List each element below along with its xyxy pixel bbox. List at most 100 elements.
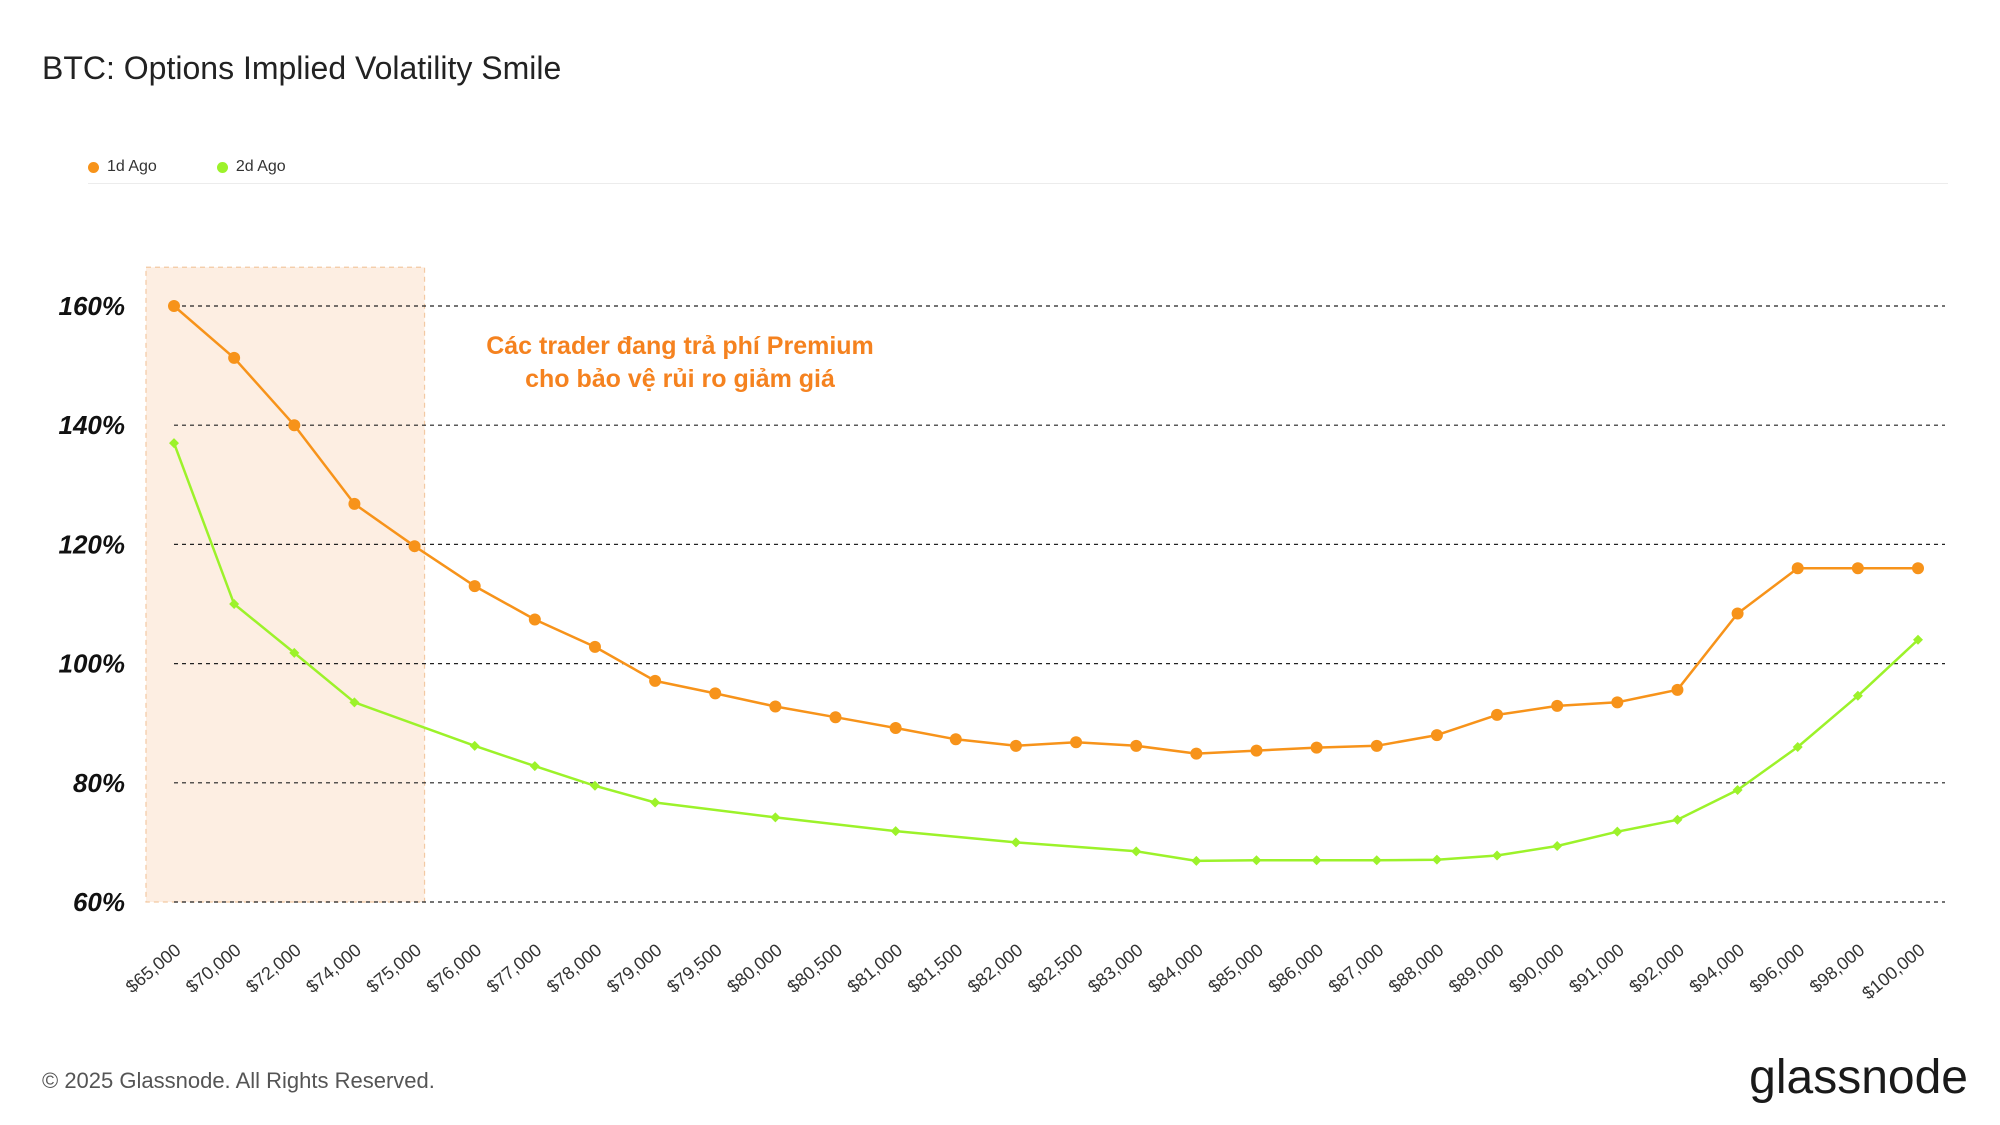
x-tick-label: $82,500 bbox=[1024, 940, 1087, 997]
data-point-1d-ago[interactable] bbox=[1190, 747, 1203, 760]
x-tick-label: $65,000 bbox=[122, 940, 185, 997]
x-tick-label: $70,000 bbox=[182, 940, 245, 997]
x-tick-label: $85,000 bbox=[1204, 940, 1267, 997]
y-tick-label: 140% bbox=[59, 410, 126, 440]
data-point-1d-ago[interactable] bbox=[1912, 562, 1924, 575]
y-tick-label: 120% bbox=[59, 529, 126, 559]
data-point-1d-ago[interactable] bbox=[709, 687, 722, 700]
data-point-1d-ago[interactable] bbox=[1310, 741, 1323, 754]
data-point-2d-ago[interactable] bbox=[1131, 846, 1142, 857]
y-tick-label: 160% bbox=[59, 291, 126, 321]
x-tick-label: $89,000 bbox=[1445, 940, 1508, 997]
annotation-text: Các trader đang trả phí Premium cho bảo … bbox=[440, 330, 920, 396]
data-point-1d-ago[interactable] bbox=[649, 674, 662, 687]
legend-divider bbox=[88, 183, 1948, 184]
legend-item-2d-ago[interactable]: 2d Ago bbox=[216, 158, 286, 176]
data-point-2d-ago[interactable] bbox=[1371, 855, 1382, 866]
x-tick-label: $91,000 bbox=[1565, 940, 1628, 997]
data-point-2d-ago[interactable] bbox=[1010, 837, 1021, 848]
x-tick-label: $81,000 bbox=[844, 940, 907, 997]
data-point-2d-ago[interactable] bbox=[289, 647, 300, 658]
glassnode-logo: glassnode bbox=[1749, 1051, 1968, 1104]
data-point-1d-ago[interactable] bbox=[228, 351, 241, 364]
legend-dot-icon bbox=[88, 161, 99, 173]
x-tick-label: $76,000 bbox=[423, 940, 486, 997]
data-point-2d-ago[interactable] bbox=[1311, 855, 1322, 866]
data-point-1d-ago[interactable] bbox=[1551, 699, 1564, 712]
x-tick-label: $78,000 bbox=[543, 940, 606, 997]
annotation-line-2: cho bảo vệ rủi ro giảm giá bbox=[525, 365, 835, 393]
data-point-2d-ago[interactable] bbox=[349, 697, 360, 708]
legend: 1d Ago 2d Ago bbox=[88, 158, 346, 176]
x-tick-label: $88,000 bbox=[1385, 940, 1448, 997]
data-point-2d-ago[interactable] bbox=[1672, 814, 1683, 825]
x-tick-label: $92,000 bbox=[1625, 940, 1688, 997]
x-tick-label: $75,000 bbox=[362, 940, 425, 997]
data-point-2d-ago[interactable] bbox=[469, 740, 480, 751]
data-point-2d-ago[interactable] bbox=[1552, 840, 1563, 851]
data-point-2d-ago[interactable] bbox=[589, 780, 600, 791]
x-tick-label: $80,500 bbox=[783, 940, 846, 997]
data-point-1d-ago[interactable] bbox=[468, 580, 481, 593]
data-point-1d-ago[interactable] bbox=[1731, 607, 1744, 620]
page-title: BTC: Options Implied Volatility Smile bbox=[42, 50, 562, 86]
annotation-line-1: Các trader đang trả phí Premium bbox=[486, 332, 874, 360]
data-point-1d-ago[interactable] bbox=[889, 721, 902, 734]
x-tick-label: $87,000 bbox=[1325, 940, 1388, 997]
data-point-1d-ago[interactable] bbox=[1070, 736, 1083, 749]
data-point-1d-ago[interactable] bbox=[1851, 562, 1864, 575]
y-tick-label: 80% bbox=[73, 768, 125, 798]
data-point-2d-ago[interactable] bbox=[1852, 690, 1863, 701]
data-point-1d-ago[interactable] bbox=[1430, 729, 1443, 742]
y-tick-label: 100% bbox=[59, 649, 126, 679]
data-point-1d-ago[interactable] bbox=[528, 613, 541, 626]
data-point-2d-ago[interactable] bbox=[1612, 826, 1623, 837]
x-tick-label: $94,000 bbox=[1685, 940, 1748, 997]
x-tick-label: $96,000 bbox=[1746, 940, 1809, 997]
x-tick-label: $80,000 bbox=[723, 940, 786, 997]
data-point-2d-ago[interactable] bbox=[1913, 634, 1923, 645]
data-point-2d-ago[interactable] bbox=[1191, 855, 1202, 866]
data-point-1d-ago[interactable] bbox=[408, 540, 421, 553]
legend-item-1d-ago[interactable]: 1d Ago bbox=[88, 158, 157, 176]
x-tick-label: $90,000 bbox=[1505, 940, 1568, 997]
data-point-2d-ago[interactable] bbox=[529, 761, 540, 772]
data-point-2d-ago[interactable] bbox=[1492, 850, 1503, 861]
data-point-1d-ago[interactable] bbox=[1611, 696, 1624, 709]
legend-label: 2d Ago bbox=[235, 158, 286, 175]
series-line-2d-ago bbox=[172, 442, 1919, 863]
x-tick-label: $74,000 bbox=[302, 940, 365, 997]
x-tick-label: $83,000 bbox=[1084, 940, 1147, 997]
data-point-1d-ago[interactable] bbox=[1491, 708, 1504, 721]
legend-dot-icon bbox=[216, 161, 228, 173]
data-point-2d-ago[interactable] bbox=[650, 797, 661, 808]
data-point-2d-ago[interactable] bbox=[1792, 742, 1803, 753]
data-point-1d-ago[interactable] bbox=[588, 640, 601, 653]
data-point-1d-ago[interactable] bbox=[1791, 562, 1804, 575]
data-point-2d-ago[interactable] bbox=[1732, 784, 1743, 795]
data-point-1d-ago[interactable] bbox=[1009, 739, 1022, 752]
data-point-1d-ago[interactable] bbox=[1130, 739, 1143, 752]
data-point-1d-ago[interactable] bbox=[829, 711, 842, 724]
data-point-1d-ago[interactable] bbox=[1370, 739, 1383, 752]
data-point-1d-ago[interactable] bbox=[1250, 744, 1263, 757]
data-point-1d-ago[interactable] bbox=[769, 700, 782, 713]
series-line-1d-ago bbox=[173, 305, 1918, 755]
data-point-1d-ago[interactable] bbox=[949, 733, 962, 746]
data-point-1d-ago[interactable] bbox=[1671, 683, 1684, 696]
data-point-2d-ago[interactable] bbox=[1431, 854, 1442, 865]
x-tick-label: $86,000 bbox=[1264, 940, 1327, 997]
data-point-1d-ago[interactable] bbox=[348, 497, 361, 510]
x-tick-label: $77,000 bbox=[483, 940, 546, 997]
data-point-2d-ago[interactable] bbox=[890, 826, 901, 837]
data-point-2d-ago[interactable] bbox=[169, 438, 179, 449]
x-tick-label: $81,500 bbox=[904, 940, 967, 997]
data-point-2d-ago[interactable] bbox=[770, 812, 781, 823]
data-point-1d-ago[interactable] bbox=[168, 300, 180, 312]
copyright-footer: © 2025 Glassnode. All Rights Reserved. bbox=[42, 1068, 435, 1093]
data-point-2d-ago[interactable] bbox=[229, 599, 240, 609]
highlight-region bbox=[145, 266, 426, 903]
data-point-2d-ago[interactable] bbox=[1251, 855, 1262, 866]
data-point-1d-ago[interactable] bbox=[288, 419, 301, 432]
